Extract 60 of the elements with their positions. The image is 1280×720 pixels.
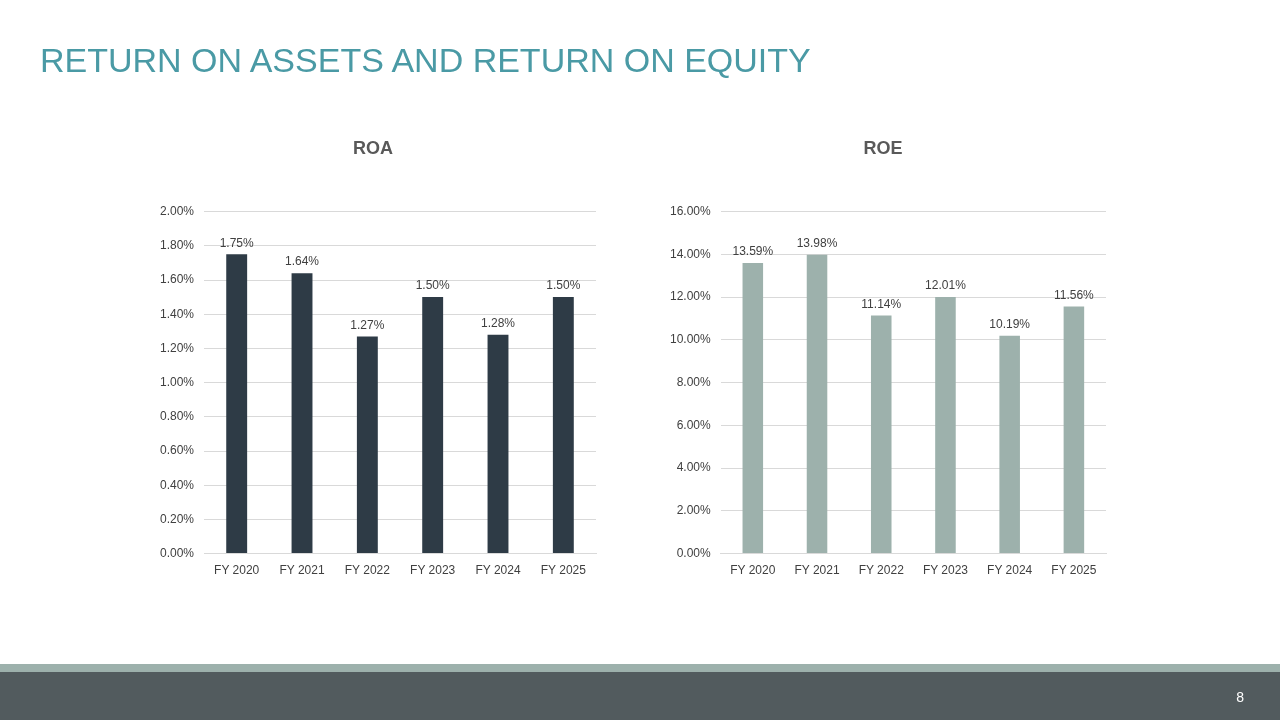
x-tick-label: FY 2021 xyxy=(279,563,325,578)
bar xyxy=(870,315,892,554)
x-tick-label: FY 2024 xyxy=(475,563,521,578)
bar xyxy=(806,254,828,554)
data-label: 12.01% xyxy=(925,278,967,293)
data-label: 1.50% xyxy=(546,278,581,293)
data-label: 1.27% xyxy=(350,317,385,332)
y-tick-label: 10.00% xyxy=(670,332,712,347)
y-tick-label: 4.00% xyxy=(676,460,712,475)
y-tick-label: 0.80% xyxy=(159,409,195,424)
y-tick-label: 6.00% xyxy=(676,417,712,432)
y-tick-label: 12.00% xyxy=(670,289,712,304)
y-tick-label: 14.00% xyxy=(670,246,712,261)
y-tick-label: 8.00% xyxy=(676,374,712,389)
bar xyxy=(742,263,764,554)
data-label: 11.56% xyxy=(1053,287,1095,302)
x-tick-label: FY 2022 xyxy=(344,563,391,578)
bar xyxy=(552,297,574,554)
y-tick-label: 0.20% xyxy=(159,511,195,526)
x-tick-label: FY 2022 xyxy=(858,563,905,578)
bar xyxy=(999,335,1020,554)
y-tick-label: 0.00% xyxy=(159,545,195,560)
y-tick-label: 16.00% xyxy=(670,203,712,218)
bar xyxy=(291,273,313,554)
y-tick-label: 2.00% xyxy=(159,203,195,218)
bar xyxy=(226,254,248,554)
bar xyxy=(1063,306,1085,554)
y-tick-label: 1.20% xyxy=(159,340,195,355)
data-label: 11.14% xyxy=(861,296,902,311)
data-label: 1.50% xyxy=(415,278,451,293)
data-label: 13.59% xyxy=(732,244,774,259)
x-tick-label: FY 2020 xyxy=(730,563,776,578)
x-tick-label: FY 2023 xyxy=(922,563,969,578)
y-tick-label: 1.00% xyxy=(159,374,195,389)
y-tick-label: 1.60% xyxy=(159,272,195,287)
y-tick-label: 0.60% xyxy=(159,443,195,458)
data-label: 1.28% xyxy=(480,316,516,331)
data-label: 10.19% xyxy=(989,317,1031,332)
y-tick-label: 0.40% xyxy=(159,477,195,492)
text: 8 xyxy=(1236,688,1244,706)
x-tick-label: FY 2024 xyxy=(987,563,1033,578)
data-label: 13.98% xyxy=(796,236,838,251)
x-tick-label: FY 2025 xyxy=(540,563,587,578)
x-tick-label: FY 2020 xyxy=(214,563,260,578)
x-tick-label: FY 2023 xyxy=(410,563,456,578)
bar xyxy=(935,296,956,554)
chart-title: ROA xyxy=(353,137,393,158)
y-tick-label: 0.00% xyxy=(676,545,712,560)
bar xyxy=(422,297,444,554)
y-tick-label: 1.40% xyxy=(159,306,195,321)
chart-title: ROE xyxy=(863,137,903,158)
x-tick-label: FY 2025 xyxy=(1051,563,1097,578)
data-label: 1.75% xyxy=(219,235,255,250)
y-tick-label: 1.80% xyxy=(159,238,195,253)
bar xyxy=(356,336,378,554)
y-tick-label: 2.00% xyxy=(676,503,712,518)
text: RETURN ON ASSETS AND RETURN ON EQUITY xyxy=(40,40,811,80)
data-label: 1.64% xyxy=(285,254,320,269)
x-tick-label: FY 2021 xyxy=(794,563,840,578)
bar xyxy=(487,334,509,554)
